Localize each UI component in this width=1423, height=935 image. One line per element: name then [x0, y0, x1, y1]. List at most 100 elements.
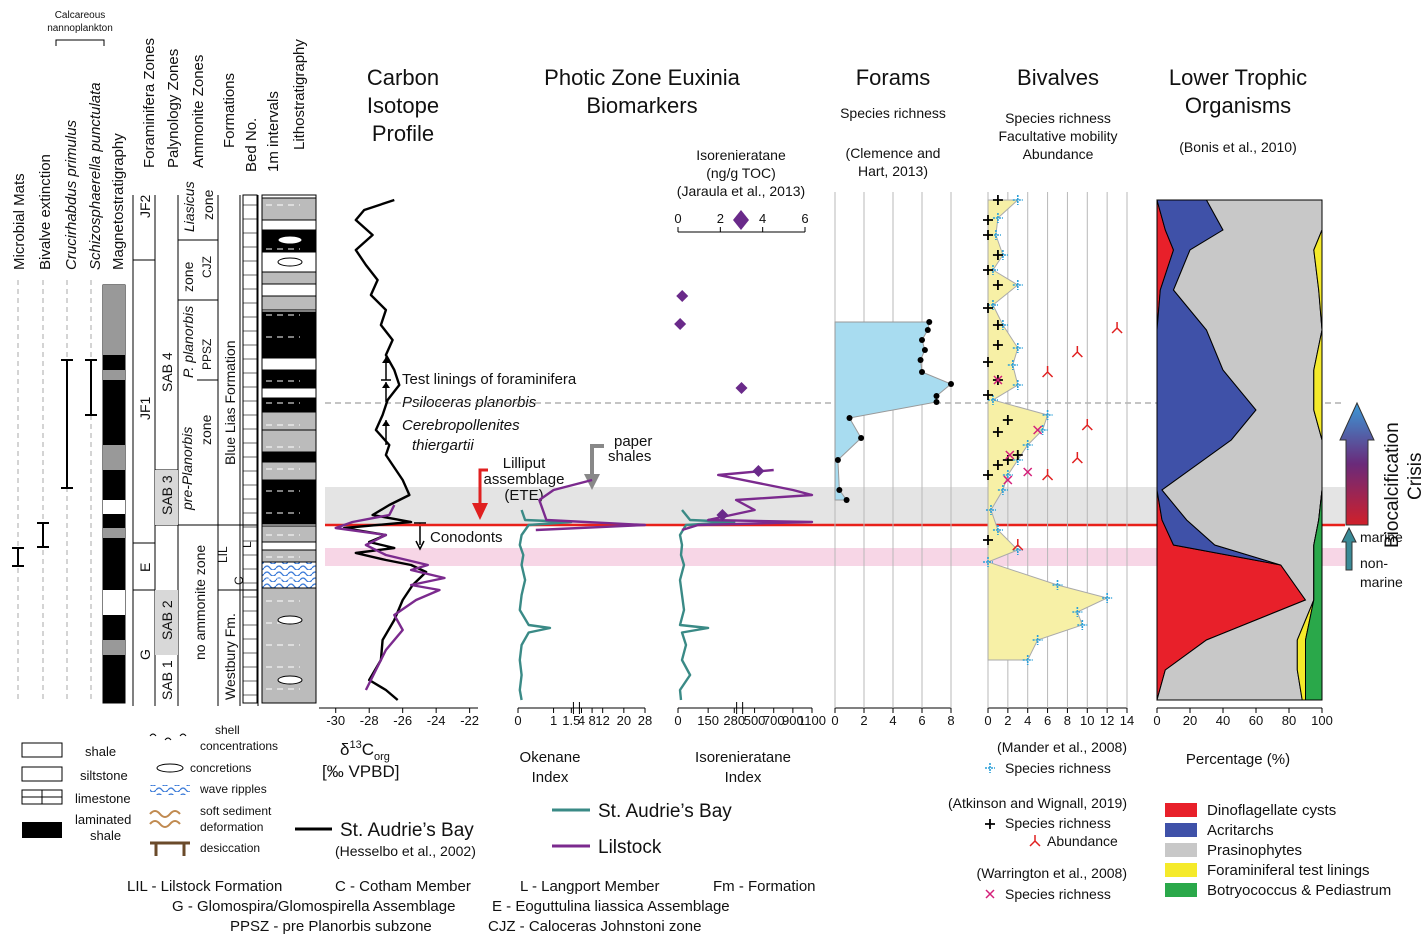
column-header: Crucirhabdus primulus [63, 119, 80, 270]
point [925, 327, 931, 333]
label: marine [1360, 529, 1403, 545]
x-tick-label: 0 [674, 211, 681, 226]
label: SAB 3 [159, 475, 175, 515]
point [736, 382, 748, 394]
label: shale [85, 744, 116, 759]
x-tick-label: 280 [723, 713, 745, 728]
label: LIL [216, 546, 230, 563]
litho-bed [262, 462, 316, 480]
label: soft sediment [200, 804, 272, 818]
x-tick-label: -24 [427, 713, 446, 728]
x-tick-label: 100 [1311, 713, 1333, 728]
x-tick-label: 14 [1120, 713, 1134, 728]
legend-marker [1030, 835, 1040, 846]
x-tick-label: -22 [460, 713, 479, 728]
litho-bed [262, 452, 316, 462]
page: { "column_headers": ["Microbial Mats", "… [0, 0, 1423, 935]
marker [1013, 280, 1023, 290]
point [835, 457, 841, 463]
label: JF2 [137, 194, 153, 218]
litho-bed [262, 480, 316, 524]
label: Test linings of foraminifera [402, 371, 577, 388]
concretion [278, 258, 302, 266]
point [847, 415, 853, 421]
column-header: Magnetostratigraphy [110, 133, 127, 270]
legend-swatch [22, 822, 62, 838]
marker [1072, 346, 1082, 357]
x-axis-label: Okenane [520, 749, 581, 766]
x-axis-label: [‰ VPBD] [322, 762, 399, 781]
point [752, 465, 764, 477]
column-header: Ammonite Zones [190, 55, 207, 168]
legend-label: Species richness [1005, 815, 1111, 831]
column-header: Schizosphaerella punctulata [87, 82, 104, 270]
panel-subtitle: (ng/g TOC) [706, 165, 776, 181]
legend-label: Prasinophytes [1207, 842, 1302, 859]
column-header: Microbial Mats [11, 173, 28, 270]
x-tick-label: 150 [697, 713, 719, 728]
magneto-block [103, 640, 125, 655]
panel-subtitle: (Bonis et al., 2010) [1179, 139, 1297, 155]
legend-icon [150, 811, 180, 827]
label: JF1 [137, 396, 153, 420]
label: shale [90, 828, 121, 843]
x-axis-label: δ13Corg [340, 739, 390, 763]
x-axis-label: Index [532, 769, 569, 786]
label: shell [215, 723, 240, 737]
panel-title: Profile [372, 121, 434, 146]
panel-subtitle: Hart, 2013) [858, 163, 928, 179]
bracket [56, 40, 104, 46]
magneto-block [103, 500, 125, 514]
marker [1112, 322, 1122, 333]
panel-title: Isotope [367, 93, 439, 118]
x-tick-label: 28 [638, 713, 652, 728]
x-tick-label: -26 [393, 713, 412, 728]
panel-title: Photic Zone Euxinia [544, 65, 740, 90]
group-header: nannoplankton [47, 23, 113, 34]
panel-subtitle: (Clemence and [846, 145, 941, 161]
marker [1072, 452, 1082, 463]
panel-subtitle: Facultative mobility [998, 128, 1117, 144]
bed-column [243, 195, 257, 703]
point [836, 487, 842, 493]
size-key [733, 210, 749, 230]
x-tick-label: 2 [1004, 713, 1011, 728]
label: (Warrington et al., 2008) [977, 865, 1127, 881]
footnote: L - Langport Member [520, 878, 660, 895]
x-tick-label: 0 [514, 713, 521, 728]
legend-label: Species richness [1005, 886, 1111, 902]
litho-bed [262, 358, 316, 370]
footnote: E - Eoguttulina liassica Assemblage [492, 898, 730, 915]
litho-bed [262, 272, 316, 284]
label: concretions [190, 761, 251, 775]
legend-label: Botryococcus & Pediastrum [1207, 882, 1391, 899]
x-tick-label: 1100 [798, 713, 826, 728]
column-header: 1m intervals [265, 91, 282, 172]
panel-subtitle: Isorenieratane [696, 147, 786, 163]
arrow-head [382, 420, 390, 426]
label: assemblage [484, 471, 565, 488]
legend-icon [150, 734, 186, 740]
x-tick-label: 4 [1024, 713, 1031, 728]
litho-bed [262, 198, 316, 220]
x-tick-label: 0 [831, 713, 838, 728]
legend-marker [985, 819, 995, 829]
panel-title: Organisms [1185, 93, 1291, 118]
footnote: PPSZ - pre Planorbis subzone [230, 918, 432, 935]
label: (Mander et al., 2008) [997, 739, 1127, 755]
label: Crisis [1405, 453, 1423, 501]
x-tick-label: 4 [759, 211, 766, 226]
legend-icon [150, 843, 190, 856]
column-header: Foraminifera Zones [141, 38, 158, 168]
point [858, 435, 864, 441]
x-tick-label: 12 [1100, 713, 1114, 728]
label: C [232, 576, 246, 585]
point [844, 497, 850, 503]
litho-bed [262, 526, 316, 542]
profile-line [520, 510, 572, 700]
arrow-head [382, 382, 390, 388]
x-axis-label: Index [725, 769, 762, 786]
litho-bed [262, 398, 316, 412]
x-tick-label: 20 [617, 713, 631, 728]
x-tick-label: -30 [326, 713, 345, 728]
